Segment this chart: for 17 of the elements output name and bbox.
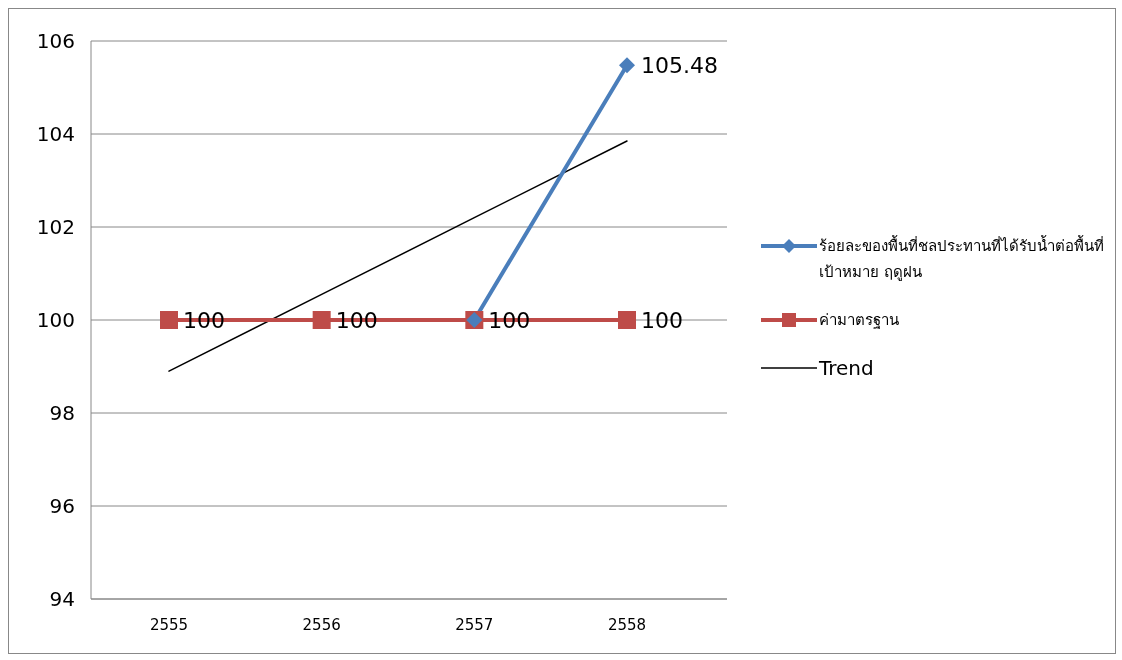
x-tick-label: 2555 bbox=[149, 615, 189, 634]
x-tick-label: 2557 bbox=[455, 615, 494, 634]
y-tick-label: 96 bbox=[49, 494, 75, 519]
y-tick-label: 104 bbox=[36, 122, 75, 147]
x-tick-label: 2556 bbox=[302, 615, 341, 634]
y-tick-label: 94 bbox=[49, 587, 75, 612]
y-tick-label: 102 bbox=[36, 215, 75, 240]
y-tick-label: 98 bbox=[49, 401, 75, 426]
data-label: 105.48 bbox=[641, 53, 718, 79]
legend-label: ร้อยละของพื้นที่ชลประทานที่ได้รับน้ำต่อพื้นที่เป้าหมาย ฤดูฝน bbox=[819, 234, 1105, 283]
legend-label: Trend bbox=[819, 355, 874, 381]
x-tick-label: 2558 bbox=[607, 615, 647, 634]
y-tick-label: 100 bbox=[36, 308, 75, 333]
line-series bbox=[168, 140, 628, 372]
data-label: 100 bbox=[641, 308, 683, 333]
legend-label: ค่ามาตรฐาน bbox=[819, 310, 899, 331]
y-tick-label: 106 bbox=[36, 29, 75, 54]
